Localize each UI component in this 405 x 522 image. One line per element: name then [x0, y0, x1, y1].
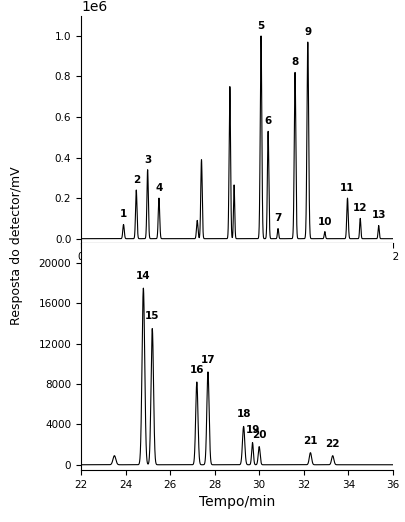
Text: 17: 17 — [200, 355, 215, 365]
Text: 15: 15 — [145, 312, 160, 322]
Text: 21: 21 — [303, 435, 318, 446]
Text: 2: 2 — [133, 175, 140, 185]
Text: 11: 11 — [340, 183, 355, 193]
X-axis label: Tempo/min: Tempo/min — [199, 495, 275, 509]
Text: 16: 16 — [190, 365, 204, 375]
Text: 18: 18 — [237, 409, 251, 419]
Text: Resposta do detector/mV: Resposta do detector/mV — [10, 166, 23, 325]
Text: 6: 6 — [264, 116, 272, 126]
Text: 5: 5 — [258, 21, 264, 31]
Text: 9: 9 — [304, 27, 311, 37]
Text: 1: 1 — [120, 209, 127, 219]
Text: 7: 7 — [274, 213, 282, 223]
Text: 4: 4 — [155, 183, 163, 193]
Text: 8: 8 — [292, 57, 298, 67]
Text: 10: 10 — [318, 217, 332, 227]
Text: 13: 13 — [371, 210, 386, 220]
Text: 22: 22 — [326, 438, 340, 448]
Text: 12: 12 — [353, 204, 367, 213]
Text: 3: 3 — [144, 155, 151, 164]
Text: 19: 19 — [245, 425, 260, 435]
Text: 14: 14 — [136, 271, 151, 281]
Text: 20: 20 — [252, 430, 266, 440]
